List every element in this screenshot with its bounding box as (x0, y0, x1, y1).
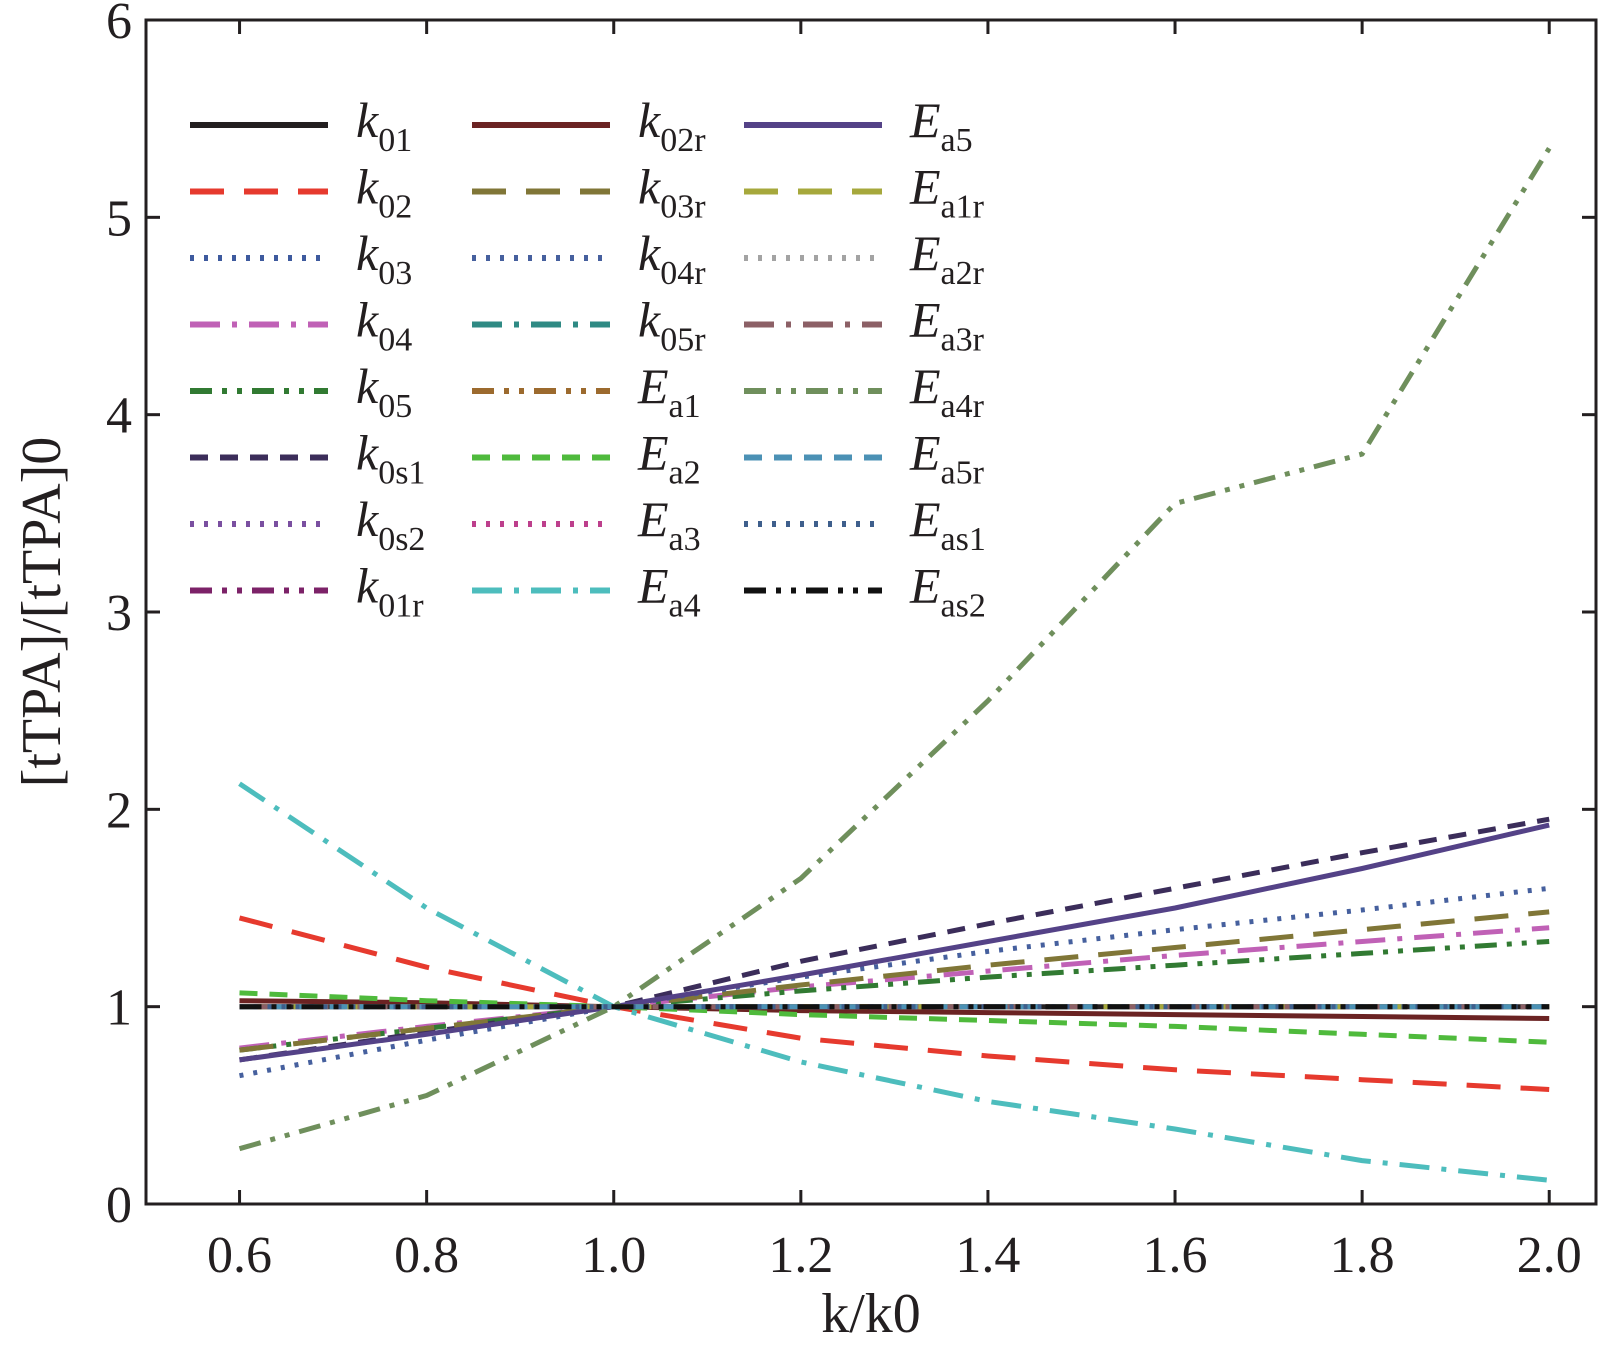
legend-item-k0s1: k0s1 (190, 425, 425, 492)
x-tick-label: 1.6 (1143, 1227, 1208, 1284)
legend-label: Ea5 (909, 92, 973, 159)
y-tick-label: 0 (106, 1177, 132, 1234)
legend-item-k01: k01 (190, 92, 412, 159)
legend-label: Ea5r (909, 425, 985, 492)
legend-item-ea3: Ea3 (472, 491, 701, 558)
series-line-ea4r (238, 146, 1552, 1152)
legend-label: k04r (638, 225, 706, 292)
legend-label: Ea3r (909, 292, 985, 359)
legend-label: k02r (638, 92, 706, 159)
legend-label: k05r (638, 292, 706, 359)
legend-label: Ea2 (637, 425, 701, 492)
legend-label: k01r (356, 558, 424, 625)
legend-label: Eas2 (909, 558, 986, 625)
legend-label: Ea1r (909, 159, 985, 226)
series-line-k04 (239, 925, 1550, 1051)
legend-item-eas1: Eas1 (744, 491, 986, 558)
legend-item-k03r: k03r (472, 159, 706, 226)
y-tick-label: 1 (106, 980, 132, 1037)
legend-label: k0s2 (356, 491, 425, 558)
x-tick-label: 1.8 (1330, 1227, 1395, 1284)
legend-item-k02r: k02r (472, 92, 706, 159)
legend-item-ea1r: Ea1r (744, 159, 985, 226)
legend-item-ea5r: Ea5r (744, 425, 985, 492)
legend-item-k01r: k01r (190, 558, 424, 625)
ticks-layer: 0.6 0.8 1.0 1.2 1.4 1.6 1.8 2.0 0 1 2 3 4 5 6 (106, 0, 1596, 1284)
legend-item-k0s2: k0s2 (190, 491, 425, 558)
x-tick-label: 1.4 (955, 1227, 1020, 1284)
legend-label: k0s1 (356, 425, 425, 492)
legend-item-ea3r: Ea3r (744, 292, 985, 359)
legend-label: k01 (356, 92, 412, 159)
axis-labels: k/k0 [tTPA]/[tTPA]0 (11, 437, 921, 1345)
y-tick-label: 4 (106, 388, 132, 445)
legend-label: Eas1 (909, 491, 986, 558)
legend-item-ea2r: Ea2r (744, 225, 985, 292)
series-line-ea4 (238, 781, 1550, 1183)
legend-item-eas2: Eas2 (744, 558, 986, 625)
legend-item-ea1: Ea1 (472, 358, 701, 425)
legend-item-k04: k04 (190, 292, 412, 359)
legend-label: Ea4 (637, 558, 701, 625)
legend-label: k03r (638, 159, 706, 226)
legend-label: k02 (356, 159, 412, 226)
y-tick-label: 3 (106, 585, 132, 642)
series-line-ea2 (239, 990, 1550, 1045)
y-axis-label: [tTPA]/[tTPA]0 (11, 437, 73, 788)
legend-label: k05 (356, 358, 412, 425)
legend-item-ea2: Ea2 (472, 425, 701, 492)
series-line-k02 (238, 915, 1550, 1092)
legend-label: k04 (356, 292, 412, 359)
legend-label: Ea1 (637, 358, 701, 425)
legend-item-k03: k03 (190, 225, 412, 292)
x-axis-label: k/k0 (821, 1283, 921, 1345)
x-tick-label: 0.8 (394, 1227, 459, 1284)
legend-label: Ea4r (909, 358, 985, 425)
x-tick-label: 1.0 (581, 1227, 646, 1284)
legend-item-ea5: Ea5 (744, 92, 973, 159)
y-tick-label: 6 (106, 0, 132, 50)
legend-item-ea4: Ea4 (472, 558, 701, 625)
y-tick-label: 2 (106, 782, 132, 839)
legend-item-k02: k02 (190, 159, 412, 226)
x-tick-label: 1.2 (768, 1227, 833, 1284)
series-line-ea5 (239, 822, 1550, 1063)
legend-item-k05r: k05r (472, 292, 706, 359)
series-layer (238, 146, 1552, 1183)
legend-item-k04r: k04r (472, 225, 706, 292)
legend-item-k05: k05 (190, 358, 412, 425)
legend-label: k03 (356, 225, 412, 292)
x-tick-label: 2.0 (1517, 1227, 1582, 1284)
x-tick-label: 0.6 (207, 1227, 272, 1284)
series-line-k03r (239, 909, 1550, 1053)
legend-label: Ea2r (909, 225, 985, 292)
legend-item-ea4r: Ea4r (744, 358, 985, 425)
legend-label: Ea3 (637, 491, 701, 558)
y-tick-label: 5 (106, 190, 132, 247)
